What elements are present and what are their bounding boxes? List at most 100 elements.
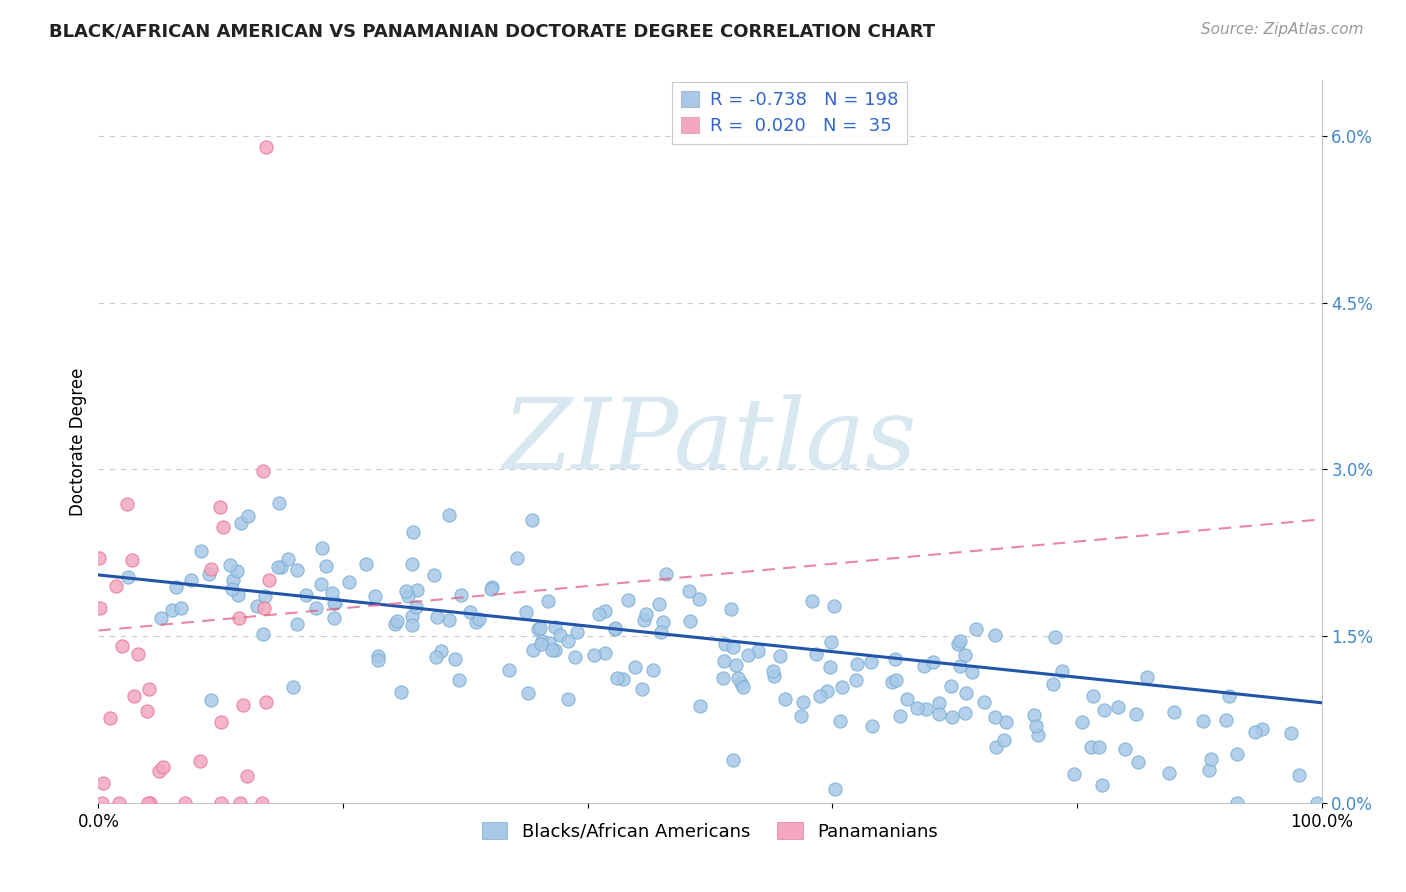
Point — [384, 617, 406, 632]
Point — [465, 615, 488, 630]
Point — [1159, 766, 1181, 780]
Point — [1279, 725, 1302, 739]
Point — [616, 593, 638, 607]
Point — [713, 637, 735, 651]
Point — [406, 583, 429, 598]
Point — [912, 658, 935, 673]
Point — [254, 695, 277, 709]
Point — [437, 613, 460, 627]
Point — [603, 622, 626, 636]
Point — [269, 496, 291, 510]
Point — [612, 672, 634, 686]
Point — [498, 663, 520, 677]
Point — [1080, 740, 1102, 755]
Point — [557, 633, 579, 648]
Point — [527, 622, 550, 636]
Point — [152, 760, 174, 774]
Point — [367, 649, 389, 664]
Point — [236, 769, 259, 783]
Point — [515, 605, 537, 619]
Point — [845, 673, 868, 687]
Point — [949, 633, 972, 648]
Point — [984, 710, 1007, 724]
Point — [160, 603, 183, 617]
Point — [830, 714, 852, 728]
Point — [713, 654, 735, 668]
Point — [401, 608, 423, 623]
Point — [385, 614, 408, 628]
Point — [1226, 747, 1249, 762]
Point — [422, 568, 444, 582]
Point — [792, 695, 814, 709]
Point — [219, 558, 242, 572]
Point — [641, 664, 664, 678]
Point — [557, 692, 579, 706]
Point — [107, 796, 129, 810]
Point — [1288, 768, 1310, 782]
Point — [1025, 719, 1047, 733]
Point — [188, 755, 211, 769]
Point — [1088, 739, 1111, 754]
Point — [737, 648, 759, 663]
Point — [429, 644, 451, 658]
Point — [401, 618, 423, 632]
Point — [401, 557, 423, 571]
Point — [246, 599, 269, 613]
Point — [443, 652, 465, 666]
Point — [544, 643, 567, 657]
Point — [321, 586, 343, 600]
Point — [884, 673, 907, 687]
Point — [1244, 725, 1267, 739]
Point — [479, 582, 502, 596]
Point — [679, 614, 702, 628]
Point — [252, 464, 274, 478]
Point — [522, 643, 544, 657]
Point — [820, 660, 842, 674]
Point — [593, 604, 616, 618]
Point — [1042, 677, 1064, 691]
Y-axis label: Doctorate Degree: Doctorate Degree — [69, 368, 87, 516]
Point — [1163, 705, 1185, 719]
Text: ZIPatlas: ZIPatlas — [503, 394, 917, 489]
Point — [354, 558, 377, 572]
Point — [270, 559, 292, 574]
Point — [986, 740, 1008, 755]
Point — [122, 690, 145, 704]
Point — [1198, 763, 1220, 777]
Point — [922, 655, 945, 669]
Point — [200, 692, 222, 706]
Point — [402, 525, 425, 540]
Point — [311, 577, 333, 591]
Point — [127, 647, 149, 661]
Point — [973, 694, 995, 708]
Point — [624, 660, 647, 674]
Point — [136, 796, 159, 810]
Point — [939, 680, 962, 694]
Point — [529, 621, 551, 635]
Point — [1063, 767, 1085, 781]
Point — [138, 681, 160, 696]
Point — [678, 584, 700, 599]
Point — [537, 636, 560, 650]
Point — [395, 583, 418, 598]
Point — [267, 560, 290, 574]
Point — [725, 658, 748, 673]
Point — [1071, 714, 1094, 729]
Point — [517, 686, 540, 700]
Point — [211, 796, 233, 810]
Point — [323, 596, 346, 610]
Point — [1125, 706, 1147, 721]
Point — [323, 596, 346, 610]
Text: BLACK/AFRICAN AMERICAN VS PANAMANIAN DOCTORATE DEGREE CORRELATION CHART: BLACK/AFRICAN AMERICAN VS PANAMANIAN DOC… — [49, 22, 935, 40]
Point — [953, 706, 976, 720]
Point — [104, 579, 127, 593]
Point — [222, 573, 245, 587]
Point — [564, 649, 586, 664]
Point — [257, 573, 280, 587]
Point — [723, 753, 745, 767]
Point — [87, 551, 110, 566]
Point — [548, 628, 571, 642]
Point — [364, 589, 387, 603]
Point — [212, 520, 235, 534]
Point — [449, 673, 471, 687]
